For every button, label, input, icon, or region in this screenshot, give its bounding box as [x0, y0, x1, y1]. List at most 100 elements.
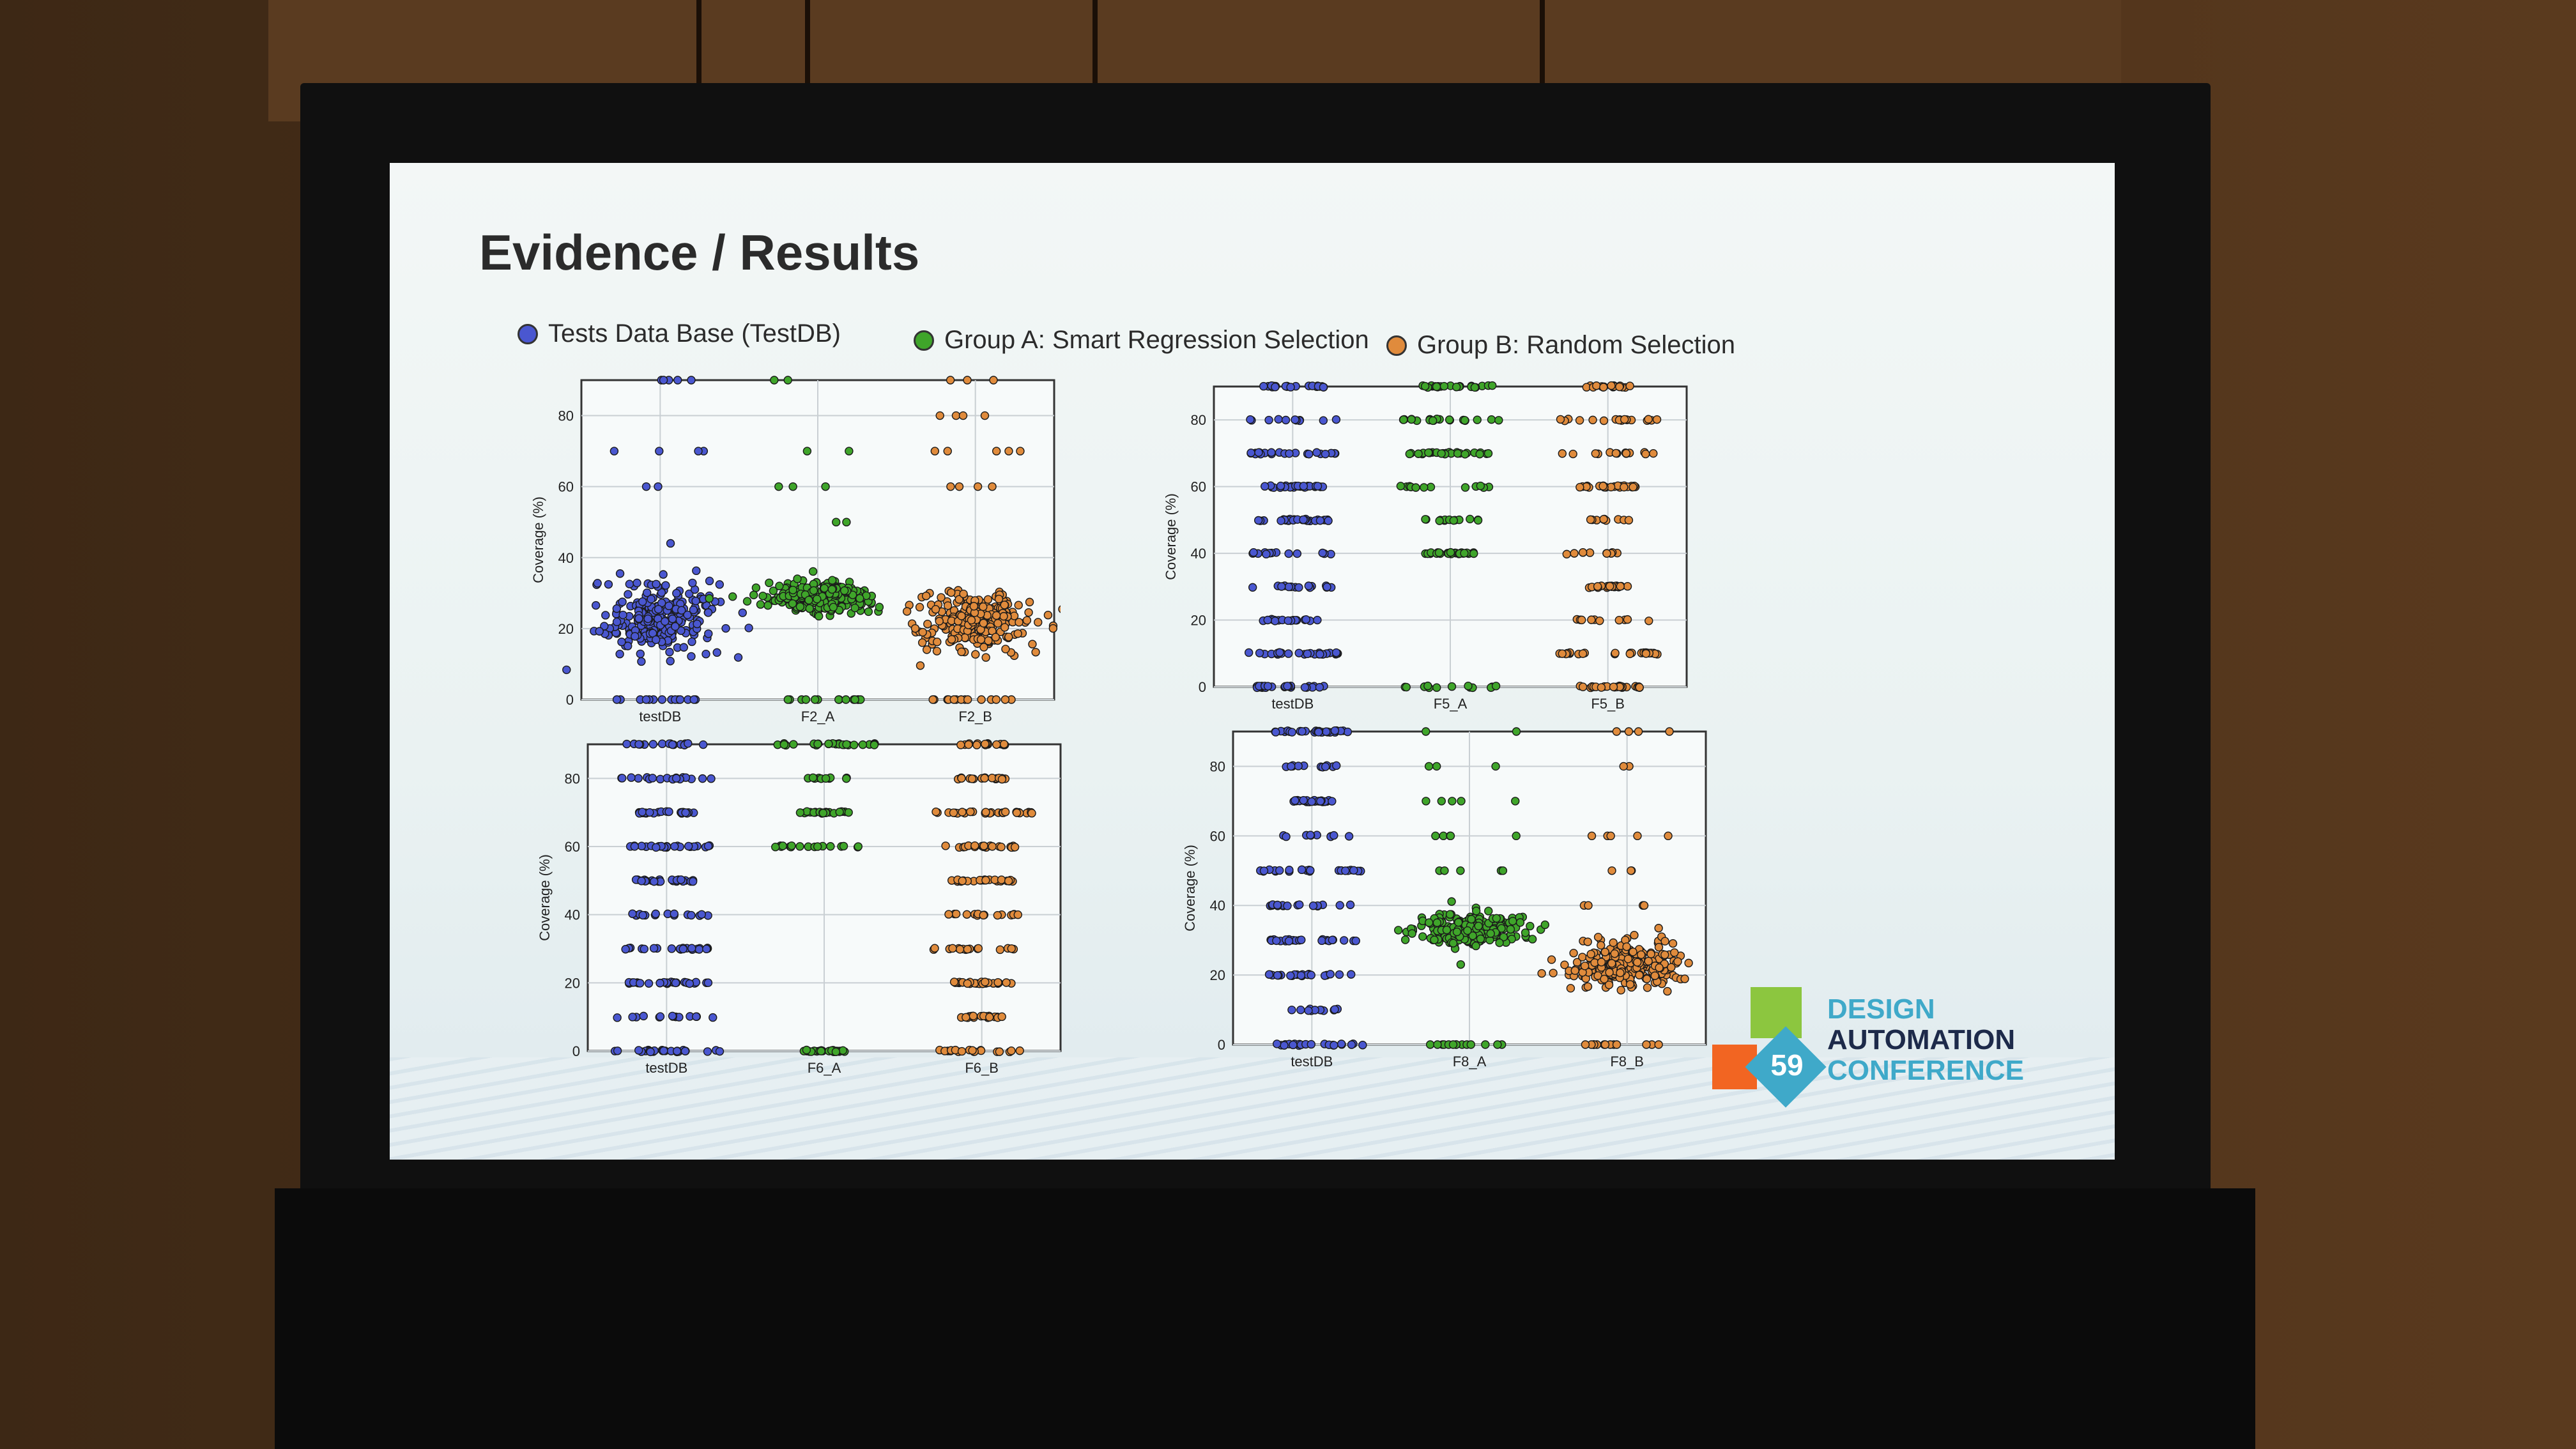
data-point — [1315, 650, 1324, 659]
data-point — [618, 610, 627, 620]
data-point — [698, 740, 708, 749]
data-point — [1665, 727, 1674, 736]
data-point — [988, 842, 997, 851]
data-point — [989, 376, 998, 385]
data-point — [1254, 448, 1263, 457]
data-point — [1663, 986, 1672, 996]
series-F8_B — [1537, 727, 1693, 1049]
data-point — [841, 695, 850, 704]
data-point — [959, 589, 968, 599]
data-point — [677, 626, 686, 635]
data-point — [1316, 797, 1325, 806]
data-point — [657, 695, 667, 704]
data-point — [845, 447, 854, 456]
data-point — [1034, 618, 1043, 627]
legend-dot-blue — [518, 323, 538, 344]
data-point — [640, 944, 649, 954]
data-point — [634, 614, 643, 623]
data-point — [826, 842, 835, 851]
data-point — [613, 1013, 622, 1022]
y-tick-label: 60 — [558, 479, 574, 495]
data-point — [954, 482, 964, 491]
data-point — [1620, 415, 1629, 424]
data-point — [1347, 1040, 1356, 1049]
data-point — [972, 740, 981, 749]
data-point — [1586, 515, 1595, 525]
data-point — [1587, 615, 1596, 624]
data-point — [705, 594, 714, 603]
data-point — [1307, 797, 1316, 806]
data-point — [947, 635, 956, 644]
data-point — [1058, 605, 1061, 613]
y-tick-label: 0 — [1218, 1037, 1225, 1053]
data-point — [697, 910, 706, 919]
chart-f8: 0 20 40 60 80 testDB F8_A F8_B Coverage (%) — [1182, 726, 1707, 1070]
data-point — [622, 739, 631, 749]
series-F2_B — [902, 376, 1061, 704]
data-point — [992, 611, 1001, 620]
logo-green-square — [1751, 987, 1802, 1038]
data-point — [958, 808, 967, 816]
data-point — [733, 653, 743, 662]
data-point — [659, 570, 668, 579]
data-point — [1585, 548, 1595, 557]
data-point — [1286, 383, 1295, 392]
data-point — [802, 1045, 811, 1055]
y-tick-label: 0 — [566, 692, 574, 708]
data-point — [612, 604, 622, 613]
data-point — [634, 774, 643, 783]
data-point — [1473, 516, 1483, 525]
data-point — [1296, 1006, 1305, 1015]
data-point — [916, 661, 925, 670]
data-point — [821, 774, 831, 783]
data-point — [1491, 682, 1501, 691]
data-point — [1643, 983, 1652, 992]
data-point — [787, 841, 796, 850]
y-tick-label: 20 — [565, 975, 580, 991]
data-point — [665, 647, 674, 657]
data-point — [751, 583, 761, 592]
data-point — [1680, 974, 1689, 983]
data-point — [1584, 901, 1593, 910]
data-point — [1667, 963, 1676, 972]
data-point — [816, 1046, 825, 1055]
data-point — [1492, 914, 1501, 923]
data-point — [1460, 483, 1470, 492]
data-point — [1607, 866, 1616, 875]
data-point — [657, 739, 667, 748]
data-point — [1284, 649, 1293, 658]
data-point — [1566, 984, 1575, 993]
data-point — [652, 579, 661, 588]
data-point — [1491, 762, 1500, 771]
data-point — [963, 979, 972, 988]
data-point — [979, 643, 988, 652]
data-point — [1639, 901, 1649, 910]
data-point — [769, 586, 778, 595]
data-point — [1435, 516, 1444, 525]
data-point — [1007, 1046, 1016, 1055]
data-point — [651, 909, 660, 919]
data-point — [1528, 935, 1537, 944]
data-point — [1629, 482, 1637, 492]
legend-dot-orange — [1386, 335, 1407, 356]
data-point — [841, 774, 851, 783]
data-point — [1314, 728, 1323, 737]
data-point — [728, 592, 737, 601]
data-point — [1625, 381, 1634, 390]
logo-line-3: CONFERENCE — [1827, 1055, 2025, 1086]
data-point — [910, 624, 920, 633]
data-point — [842, 518, 851, 526]
series-F8_A — [1393, 727, 1549, 1049]
data-point — [783, 376, 792, 385]
data-point — [1600, 1040, 1610, 1049]
data-point — [829, 602, 838, 612]
data-point — [1457, 797, 1466, 806]
data-point — [976, 635, 986, 644]
data-point — [1568, 449, 1577, 459]
data-point — [685, 589, 694, 599]
data-point — [958, 877, 967, 885]
data-point — [702, 650, 710, 659]
data-point — [709, 1013, 717, 1022]
data-point — [681, 808, 690, 817]
data-point — [935, 411, 944, 420]
